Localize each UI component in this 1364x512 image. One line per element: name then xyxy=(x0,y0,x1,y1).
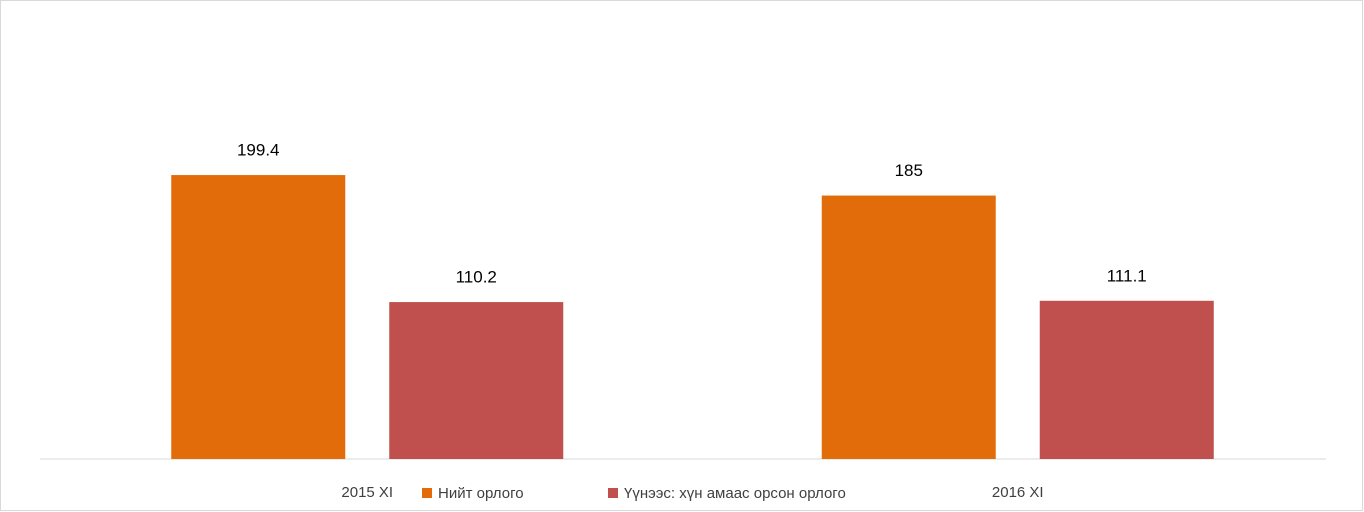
value-label: 199.4 xyxy=(237,141,280,160)
value-label: 185 xyxy=(895,161,923,180)
bar xyxy=(1039,300,1214,459)
bar xyxy=(821,195,996,459)
legend-label: Үүнээс: хүн амаас орсон орлого xyxy=(624,485,846,502)
value-label: 110.2 xyxy=(456,268,497,287)
bar xyxy=(389,302,564,459)
value-label: 111.1 xyxy=(1107,266,1147,285)
legend-swatch xyxy=(422,488,432,498)
x-tick-label: 2016 XI xyxy=(992,484,1044,501)
legend-label: Нийт орлого xyxy=(438,485,524,502)
x-tick-label: 2015 XI xyxy=(341,484,393,501)
legend-swatch xyxy=(608,488,618,498)
bar xyxy=(171,175,346,460)
